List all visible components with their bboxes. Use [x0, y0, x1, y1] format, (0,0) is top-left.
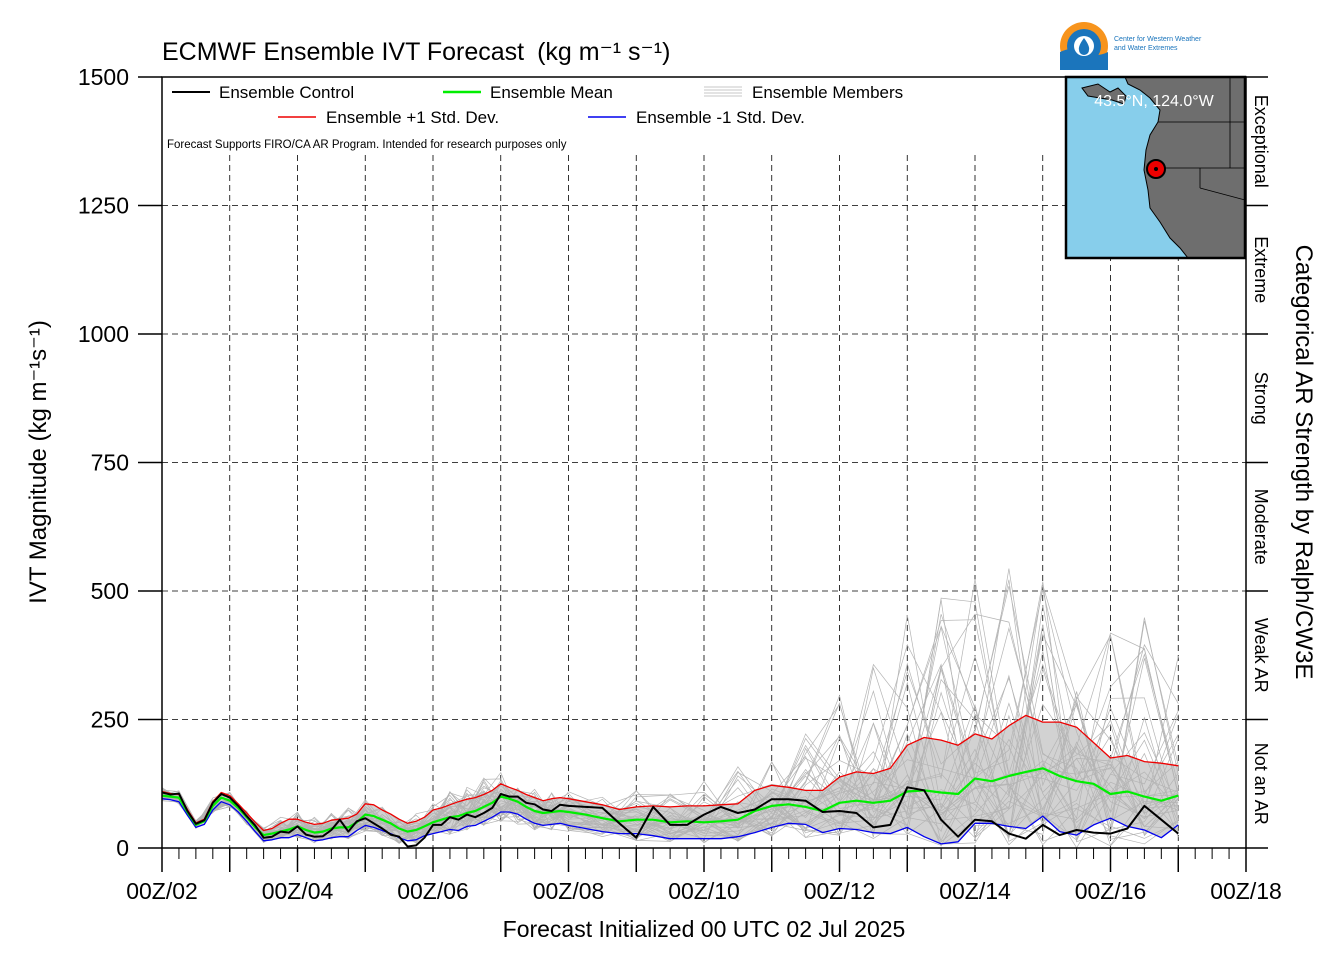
ar-category-label-1: Weak AR: [1251, 618, 1271, 693]
series-line-ensemble-control: [162, 786, 1179, 848]
y-tick-label-4: 1000: [78, 321, 129, 347]
series-line-ensemble-1-std-dev-: [162, 714, 1179, 832]
x-tick-label-3: 00Z/08: [533, 878, 605, 904]
y-tick-label-1: 250: [91, 707, 129, 733]
x-axis-label: Forecast Initialized 00 UTC 02 Jul 2025: [503, 916, 906, 942]
y-axis: 0 250 500 750 1000 1250 1500: [78, 64, 162, 861]
x-tick-label-7: 00Z/16: [1075, 878, 1147, 904]
chart-title-text: ECMWF Ensemble IVT Forecast: [162, 38, 524, 66]
y-tick-label-3: 750: [91, 450, 129, 476]
ensemble-members: [162, 568, 1179, 848]
ensemble-member-line-31: [162, 658, 1179, 844]
cw3e-logo: Center for Western Weather and Water Ext…: [1060, 22, 1202, 70]
x-tick-label-0: 00Z/02: [126, 878, 198, 904]
x-tick-label-6: 00Z/14: [939, 878, 1011, 904]
series-line-ensemble-1-std-dev-: [162, 798, 1179, 845]
legend-label-members: Ensemble Members: [752, 83, 903, 102]
ar-category-label-4: Extreme: [1251, 236, 1271, 303]
x-axis: 00Z/02 00Z/04 00Z/06 00Z/08 00Z/10 00Z/12 00Z/…: [126, 848, 1282, 904]
legend-label-mean: Ensemble Mean: [490, 83, 613, 102]
y-tick-label-5: 1250: [78, 193, 129, 219]
ar-category-label-0: Not an AR: [1251, 743, 1271, 825]
ensemble-member-line-35: [162, 663, 1179, 843]
research-note: Forecast Supports FIRO/CA AR Program. In…: [167, 139, 567, 151]
legend-label-minus-std: Ensemble -1 Std. Dev.: [636, 108, 805, 127]
legend-swatch-members: [704, 86, 742, 97]
x-tick-label-5: 00Z/12: [804, 878, 876, 904]
inset-location-label: 43.5°N, 124.0°W: [1094, 93, 1214, 110]
y-tick-label-6: 1500: [78, 64, 129, 90]
y-axis-label: IVT Magnitude (kg m⁻¹s⁻¹): [25, 320, 52, 604]
series-lines: [162, 714, 1179, 848]
water-drop-icon: [1078, 38, 1090, 55]
y-tick-label-0: 0: [116, 835, 129, 861]
ensemble-member-line-37: [162, 745, 1179, 846]
grid: [162, 155, 1246, 848]
chart-title-units: (kg m⁻¹ s⁻¹): [537, 38, 670, 66]
legend: Ensemble Control Ensemble Mean Ensemble …: [167, 83, 903, 151]
chart-title: ECMWF Ensemble IVT Forecast (kg m⁻¹ s⁻¹): [162, 38, 670, 66]
ar-category-label-5: Exceptional: [1251, 95, 1271, 188]
legend-label-plus-std: Ensemble +1 Std. Dev.: [326, 108, 499, 127]
x-tick-label-2: 00Z/06: [397, 878, 469, 904]
logo-line-1: Center for Western Weather: [1114, 36, 1202, 43]
logo-line-2: and Water Extremes: [1114, 45, 1178, 52]
ar-strength-axis: Not an AR Weak AR Moderate Strong Extreme Exc…: [1246, 76, 1271, 849]
ensemble-member-line-36: [162, 581, 1179, 843]
inset-map: 43.5°N, 124.0°W: [1064, 75, 1247, 260]
x-tick-label-4: 00Z/10: [668, 878, 740, 904]
right-axis-label: Categorical AR Strength by Ralph/CW3E: [1290, 245, 1317, 680]
ar-category-label-2: Moderate: [1251, 489, 1271, 565]
y-tick-label-2: 500: [91, 578, 129, 604]
legend-label-control: Ensemble Control: [219, 83, 354, 102]
x-tick-label-1: 00Z/04: [262, 878, 334, 904]
x-tick-label-8: 00Z/18: [1210, 878, 1282, 904]
ensemble-member-line-30: [162, 703, 1179, 846]
ar-category-label-3: Strong: [1251, 372, 1271, 425]
